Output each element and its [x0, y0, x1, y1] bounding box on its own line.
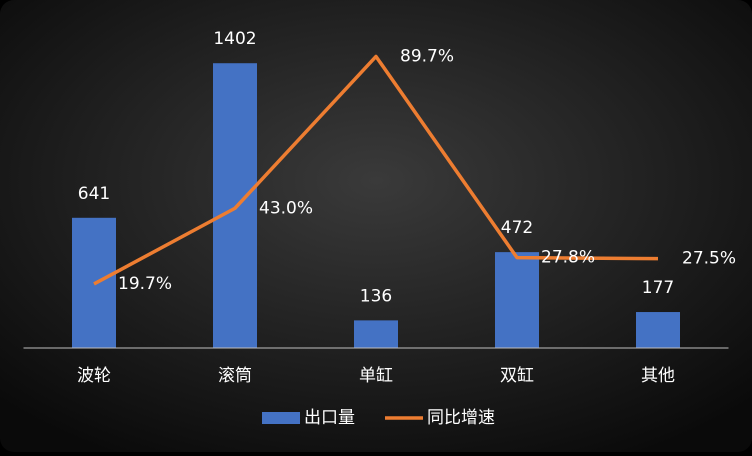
legend-swatch [262, 412, 300, 424]
bar [636, 312, 680, 348]
bar [495, 252, 539, 348]
line-value-label: 43.0% [259, 198, 313, 218]
line-value-label: 89.7% [400, 46, 454, 66]
bar-value-label: 472 [501, 218, 533, 238]
x-tick-label: 滚筒 [218, 366, 252, 386]
bar-value-label: 1402 [213, 29, 256, 49]
x-tick-label: 单缸 [359, 365, 393, 386]
x-tick-label: 其他 [641, 366, 675, 386]
legend-label: 出口量 [304, 408, 355, 428]
x-tick-label: 波轮 [77, 366, 111, 386]
line-value-label: 27.5% [682, 249, 736, 269]
bar-value-label: 641 [78, 184, 110, 204]
bar [213, 63, 257, 348]
bar [354, 320, 398, 348]
line-value-label: 19.7% [118, 274, 172, 294]
legend-label: 同比增速 [427, 408, 495, 428]
line-value-label: 27.8% [541, 248, 595, 268]
line [93, 54, 659, 286]
bar-value-label: 136 [360, 286, 392, 306]
x-tick-label: 双缸 [500, 365, 534, 386]
bar-value-label: 177 [642, 278, 674, 298]
